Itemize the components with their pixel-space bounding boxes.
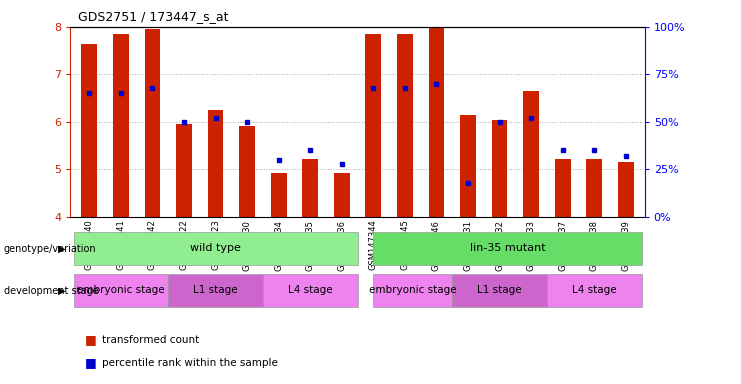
Bar: [263, 275, 357, 307]
Text: development stage: development stage: [4, 286, 99, 296]
Bar: [491, 119, 508, 217]
Bar: [452, 275, 547, 307]
Text: L4 stage: L4 stage: [288, 285, 333, 295]
Bar: [397, 34, 413, 217]
Bar: [618, 162, 634, 217]
Text: ▶: ▶: [58, 286, 65, 296]
Bar: [207, 110, 224, 217]
Bar: [460, 115, 476, 217]
Text: transformed count: transformed count: [102, 335, 199, 345]
Text: genotype/variation: genotype/variation: [4, 243, 96, 254]
Bar: [586, 159, 602, 217]
Text: lin-35 mutant: lin-35 mutant: [470, 243, 545, 253]
Bar: [373, 275, 452, 307]
Text: ▶: ▶: [58, 243, 65, 254]
Text: L4 stage: L4 stage: [572, 285, 617, 295]
Text: percentile rank within the sample: percentile rank within the sample: [102, 358, 277, 368]
Text: embryonic stage: embryonic stage: [369, 285, 456, 295]
Bar: [82, 43, 97, 217]
Bar: [239, 126, 255, 217]
Bar: [334, 173, 350, 217]
Bar: [523, 91, 539, 217]
Bar: [144, 29, 160, 217]
Text: L1 stage: L1 stage: [193, 285, 238, 295]
Bar: [270, 173, 287, 217]
Text: L1 stage: L1 stage: [477, 285, 522, 295]
Text: ■: ■: [85, 356, 97, 369]
Bar: [113, 34, 129, 217]
Bar: [73, 232, 357, 265]
Text: embryonic stage: embryonic stage: [77, 285, 165, 295]
Bar: [302, 159, 318, 217]
Bar: [547, 275, 642, 307]
Bar: [176, 124, 192, 217]
Text: ■: ■: [85, 333, 97, 346]
Text: wild type: wild type: [190, 243, 241, 253]
Bar: [73, 275, 168, 307]
Bar: [168, 275, 263, 307]
Bar: [555, 159, 571, 217]
Bar: [373, 232, 642, 265]
Bar: [428, 27, 445, 217]
Text: GDS2751 / 173447_s_at: GDS2751 / 173447_s_at: [78, 10, 228, 23]
Bar: [365, 34, 381, 217]
